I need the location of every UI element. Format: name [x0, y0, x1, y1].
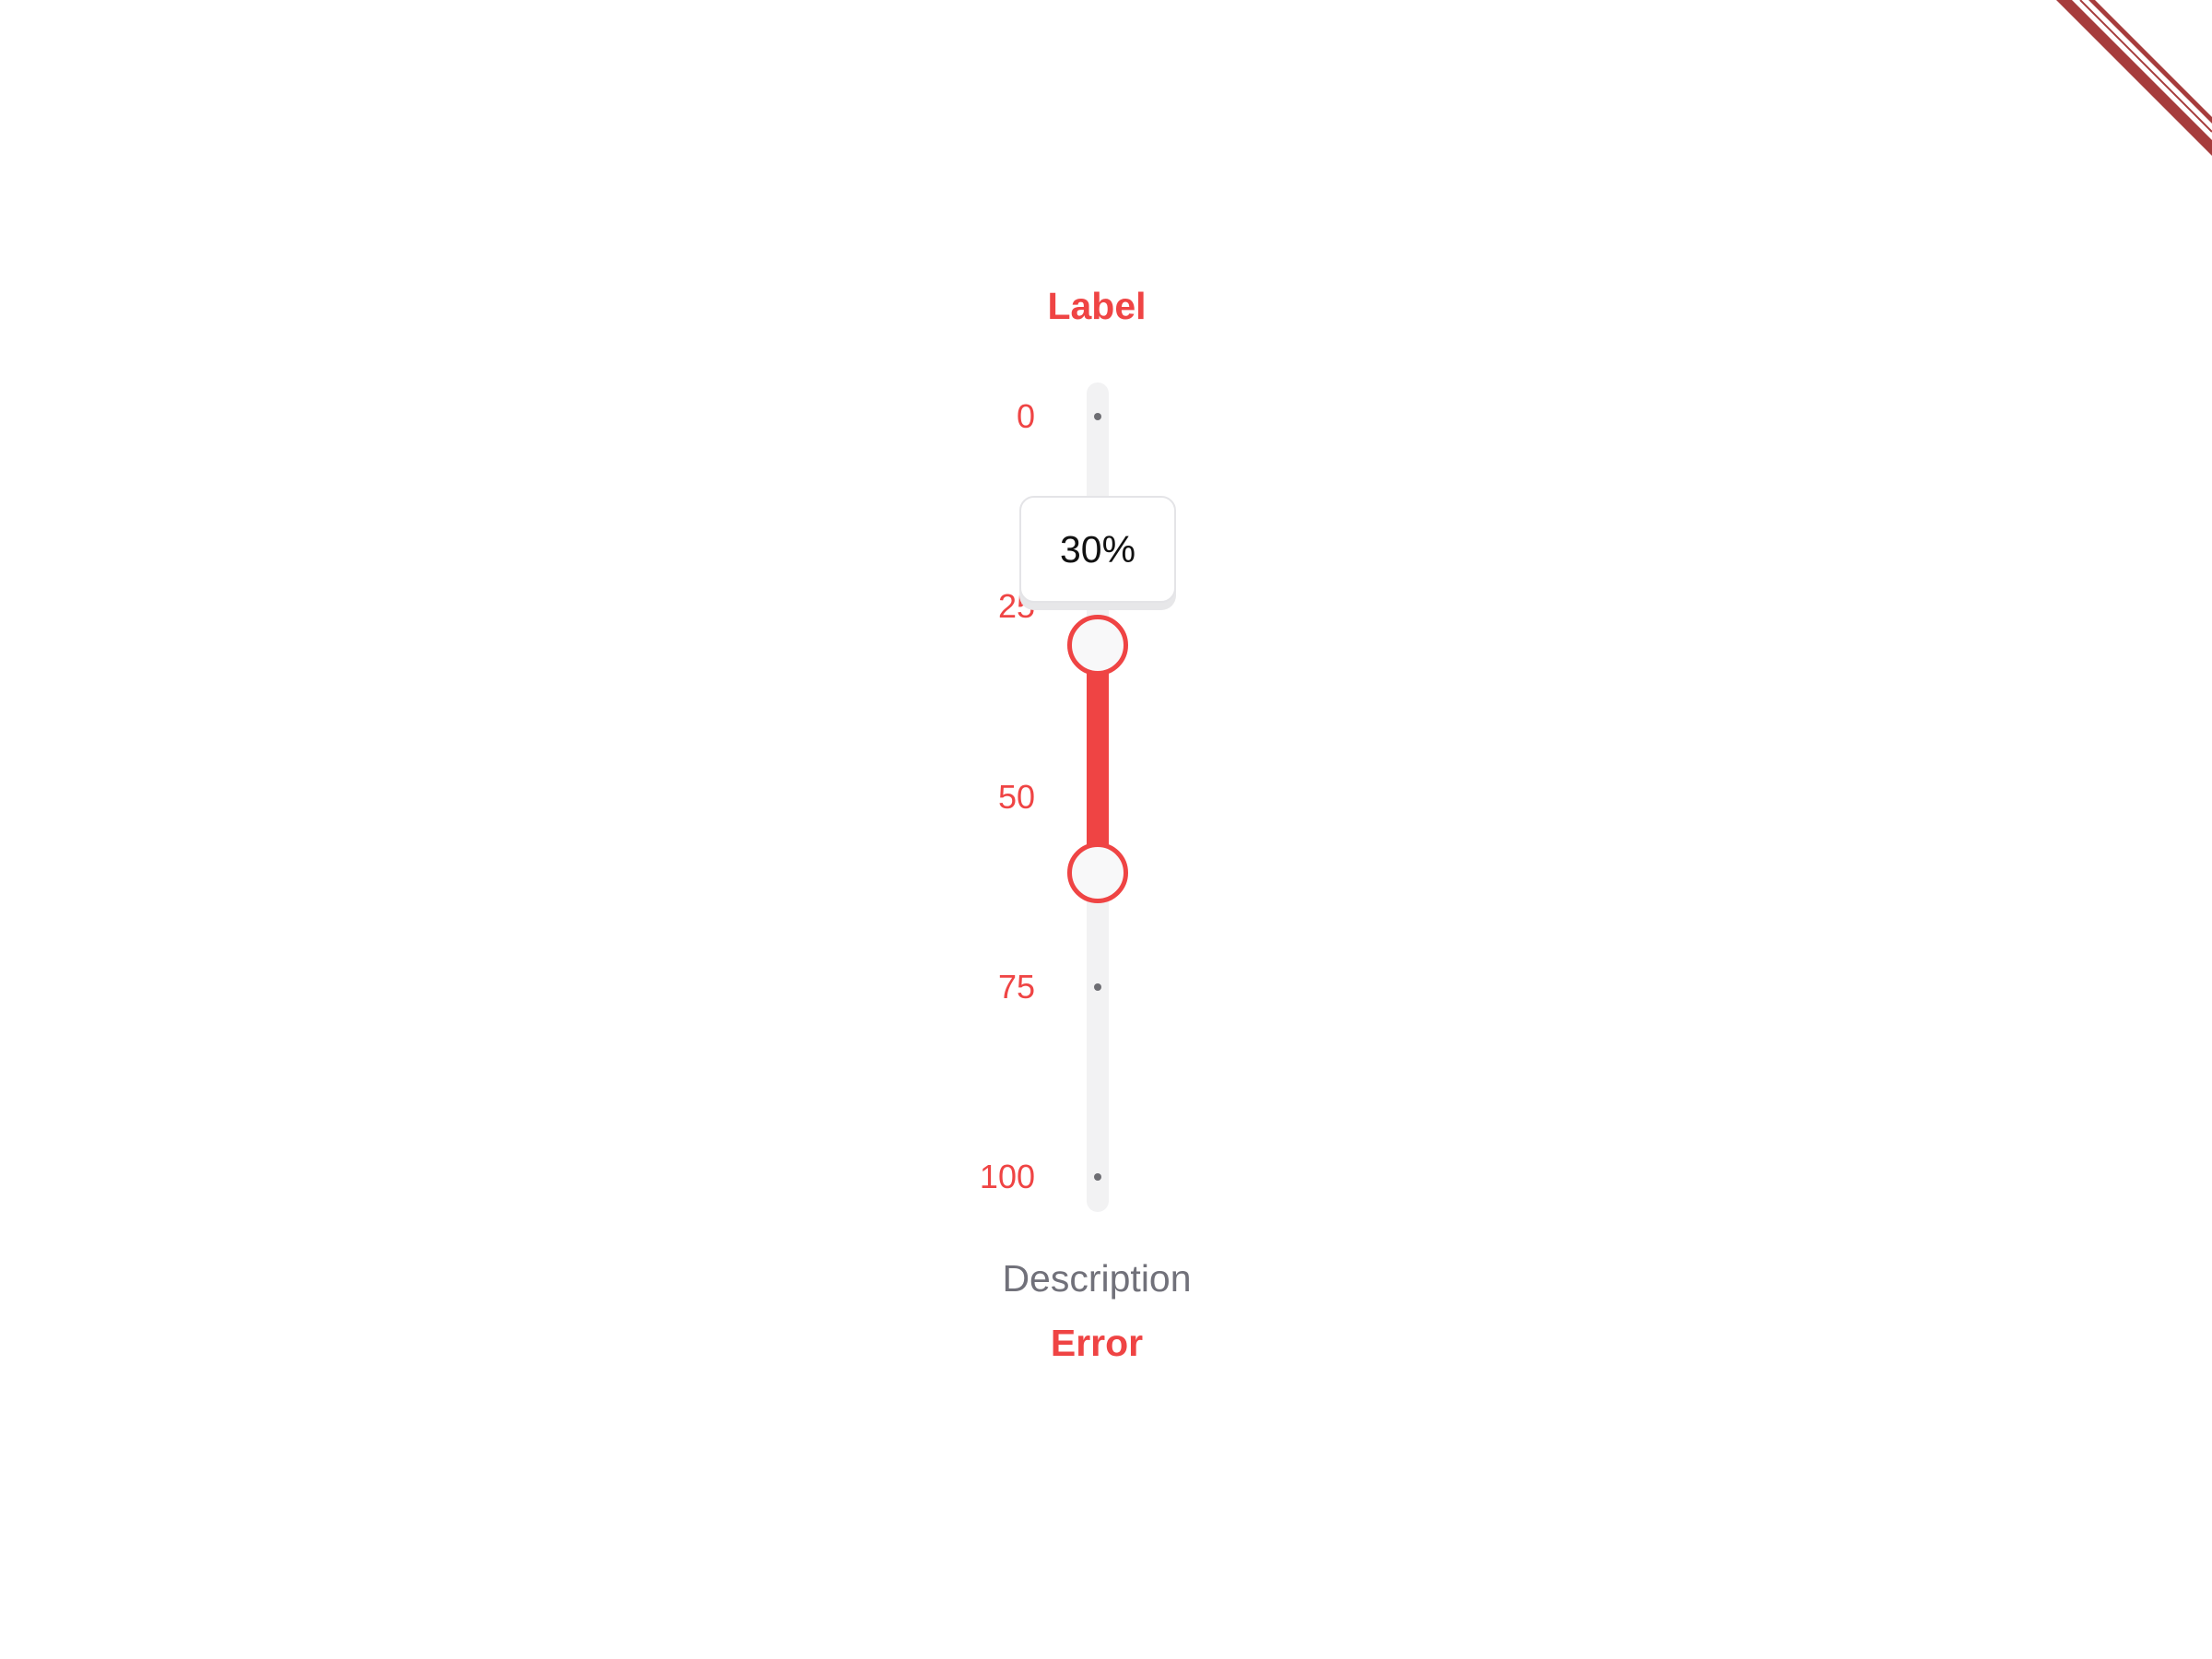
tooltip-text: 30%	[1059, 527, 1136, 571]
mark-label-75: 75	[997, 967, 1035, 1006]
mark-label-25: 25	[997, 587, 1035, 626]
mark-label-50: 50	[997, 777, 1035, 816]
value-tooltip: 30%	[1019, 496, 1176, 603]
corner-ribbon-icon	[2056, 0, 2212, 156]
slider-description: Description	[1002, 1257, 1192, 1300]
mark-label-0: 0	[1016, 397, 1035, 435]
slider-error: Error	[1050, 1322, 1144, 1364]
slider-range-fill	[1087, 644, 1109, 873]
mark-dot-0	[1094, 413, 1101, 420]
slider-thumb-end[interactable]	[1067, 842, 1128, 903]
slider-thumb-start[interactable]	[1067, 614, 1128, 676]
mark-dot-75	[1094, 982, 1101, 991]
mark-label-100: 100	[979, 1158, 1035, 1195]
slider-label: Label	[1047, 285, 1147, 327]
mark-dot-100	[1094, 1173, 1101, 1181]
